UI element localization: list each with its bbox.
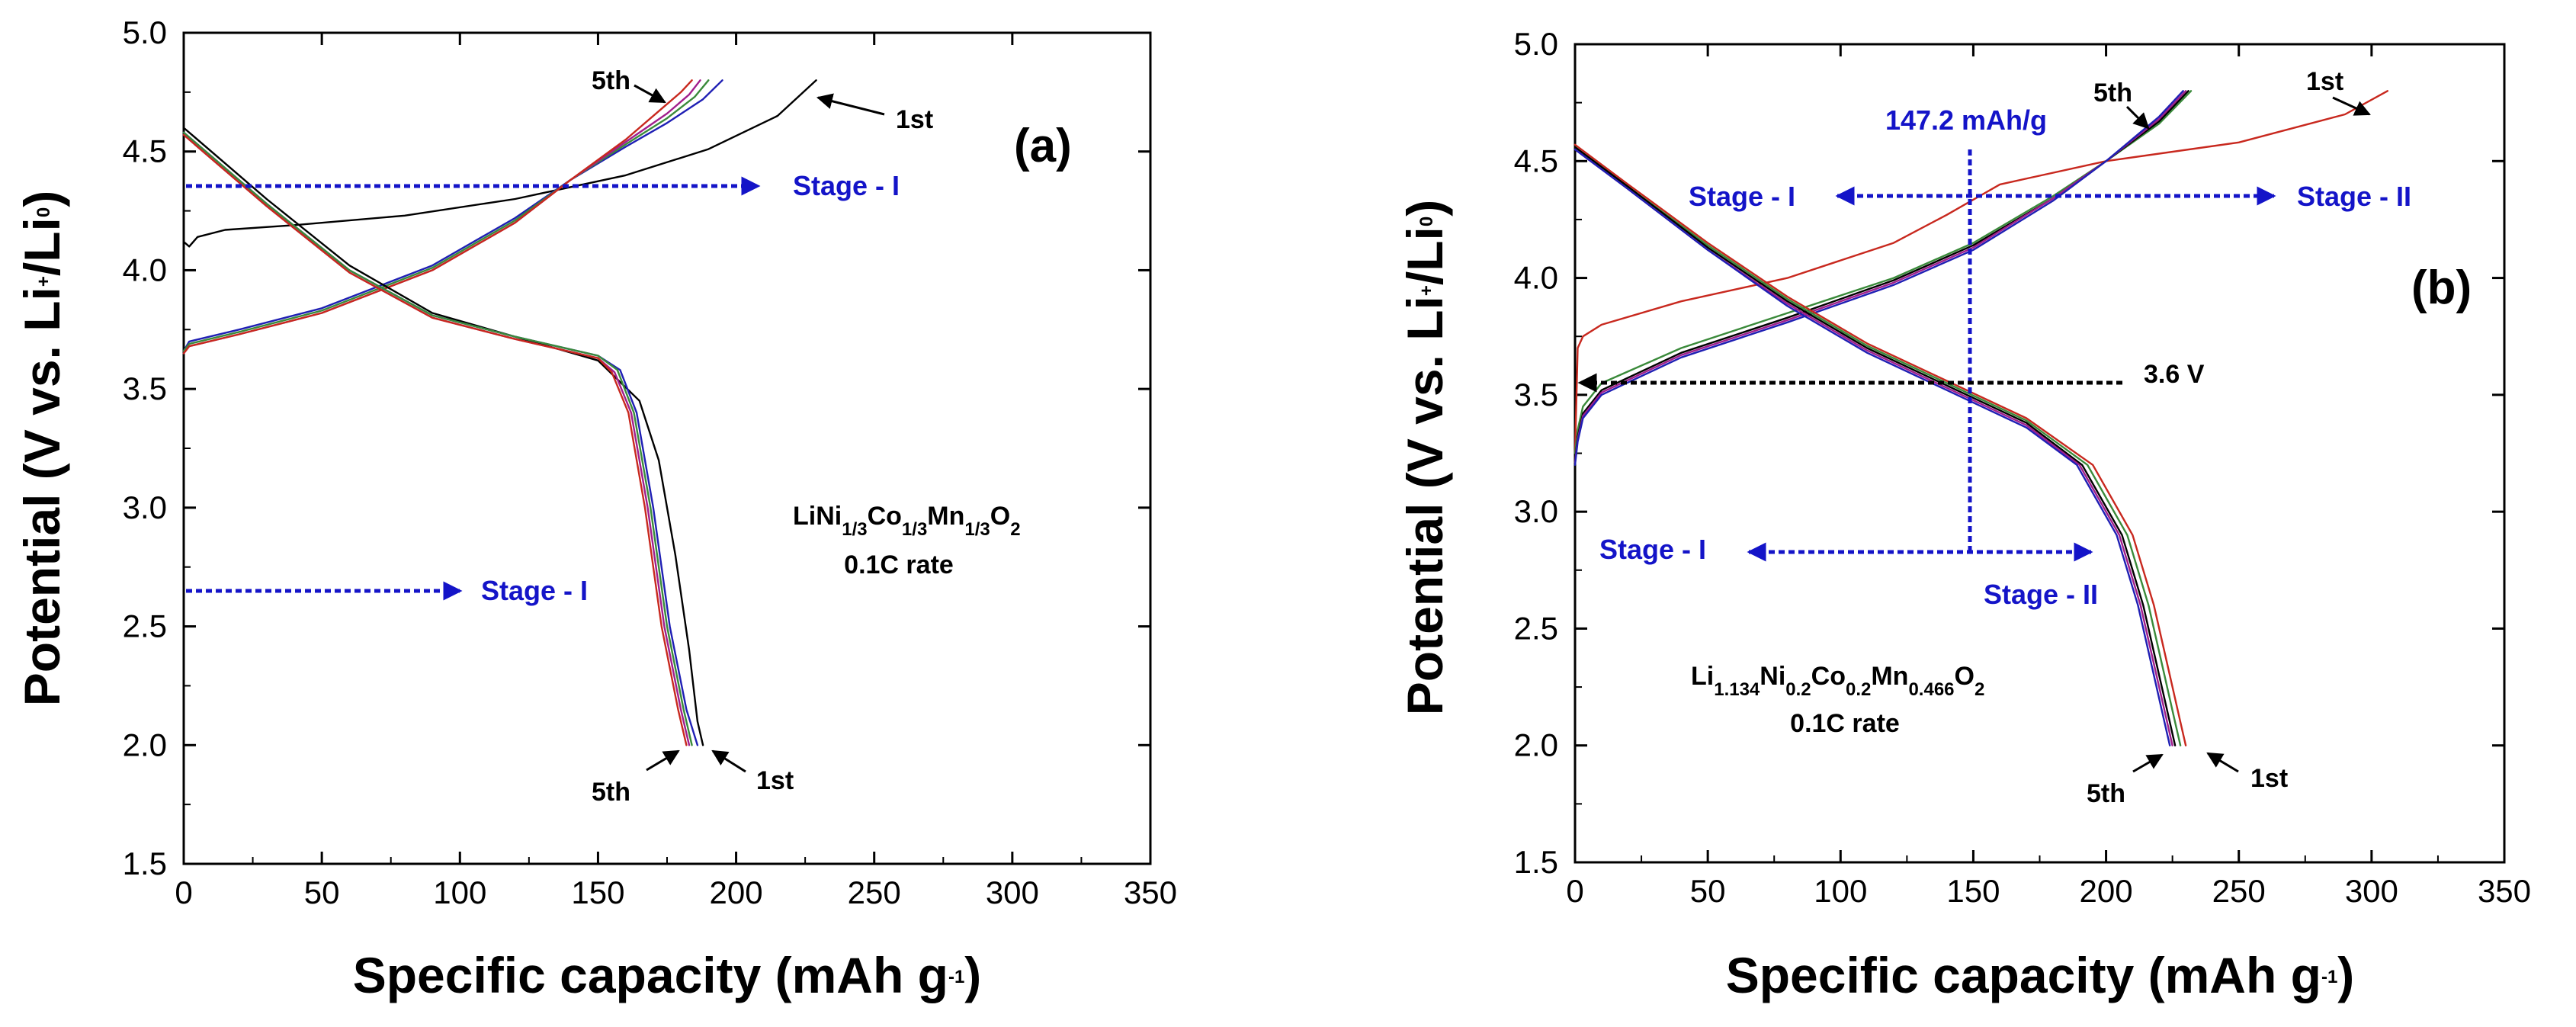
capacity-marker-label: 147.2 mAh/g xyxy=(1885,104,2047,136)
series-a-2nd-discharge xyxy=(182,131,699,746)
y-tick-label-b-6: 4.5 xyxy=(1514,143,1558,178)
series-b-5th-charge xyxy=(1574,90,2184,466)
curves-b xyxy=(1574,90,2389,746)
x-tick-label-b-4: 200 xyxy=(2080,873,2133,909)
y-tick-label-b-5: 4.0 xyxy=(1514,260,1558,296)
axis-ticks-b: 0 50 100 150 200 250 300 350 1.5 2.0 2.5 3.0 3.5 4.0 4… xyxy=(1514,26,2531,909)
x-tick-label-a-0: 0 xyxy=(175,875,192,910)
material-label-a: LiNi1/3Co1/3Mn1/3O2 xyxy=(793,502,1021,540)
y-tick-label-a-3: 3.0 xyxy=(123,489,167,525)
cycle-arrow-a-charge-1st xyxy=(816,93,885,116)
x-tick-label-b-5: 250 xyxy=(2212,873,2266,909)
y-tick-label-a-6: 4.5 xyxy=(123,133,167,169)
y-axis-title-a: Potential (V vs. Li+/Li0) xyxy=(14,191,70,706)
rate-label-a: 0.1C rate xyxy=(844,550,954,579)
panel-label-b: (b) xyxy=(2411,262,2472,314)
series-b-3rd-discharge xyxy=(1574,146,2177,746)
series-b-2nd-discharge xyxy=(1574,146,2182,746)
rate-label-b: 0.1C rate xyxy=(1790,709,1900,738)
stage-label-a-lower: Stage - I xyxy=(481,575,588,606)
series-a-5th-discharge xyxy=(182,133,688,746)
x-axis-title-b: Specific capacity (mAh g-1) xyxy=(1726,947,2355,1003)
stage-label-b-lower-right: Stage - II xyxy=(1984,579,2098,610)
series-a-4th-discharge xyxy=(182,133,691,746)
y-tick-label-a-0: 1.5 xyxy=(123,846,167,881)
x-tick-label-b-7: 350 xyxy=(2478,873,2531,909)
material-label-b: Li1.134Ni0.2Co0.2Mn0.466O2 xyxy=(1691,662,1984,700)
cycle-arrow-a-discharge-1st xyxy=(711,749,746,773)
cycle-label-b-charge-1st: 1st xyxy=(2306,67,2343,96)
x-tick-label-b-6: 300 xyxy=(2345,873,2398,909)
x-tick-label-b-1: 50 xyxy=(1690,873,1726,909)
cycle-label-a-charge-5th: 5th xyxy=(592,66,630,95)
cycle-label-b-discharge-5th: 5th xyxy=(2087,779,2125,808)
cycle-arrow-a-discharge-5th xyxy=(646,749,680,772)
plot-frame-a xyxy=(182,31,1152,865)
series-b-3rd-charge xyxy=(1574,90,2189,461)
x-tick-label-a-4: 200 xyxy=(710,875,763,910)
panel-b: 0 50 100 150 200 250 300 350 1.5 2.0 2.5 3.0 3.5 4.0 4… xyxy=(1397,26,2531,1003)
cycle-arrow-a-charge-5th xyxy=(634,84,666,104)
cycle-label-a-discharge-5th: 5th xyxy=(592,778,630,807)
x-tick-label-a-2: 100 xyxy=(433,875,486,910)
y-tick-label-a-2: 2.5 xyxy=(123,608,167,644)
stage-label-a-upper: Stage - I xyxy=(793,170,900,201)
x-tick-label-b-3: 150 xyxy=(1946,873,2000,909)
y-tick-label-a-1: 2.0 xyxy=(123,727,167,762)
series-a-1st-discharge xyxy=(182,127,704,746)
y-tick-label-b-0: 1.5 xyxy=(1514,844,1558,880)
axis-ticks-a: 0 50 100 150 200 250 300 350 1.5 2.0 2.5 3.0 3.5 4.0 4… xyxy=(123,14,1177,910)
series-b-4th-discharge xyxy=(1574,148,2173,746)
stage-label-b-upper-left: Stage - I xyxy=(1689,181,1795,212)
series-b-5th-discharge xyxy=(1574,148,2171,746)
plot-frame-b xyxy=(1574,43,2506,864)
y-tick-label-a-5: 4.0 xyxy=(123,252,167,287)
cycle-label-a-discharge-1st: 1st xyxy=(756,766,794,795)
stage-label-b-upper-right: Stage - II xyxy=(2297,181,2411,212)
y-tick-label-b-2: 2.5 xyxy=(1514,610,1558,646)
x-tick-label-b-2: 100 xyxy=(1814,873,1867,909)
y-tick-label-b-3: 3.0 xyxy=(1514,493,1558,529)
y-tick-label-b-1: 2.0 xyxy=(1514,727,1558,763)
cycle-arrow-b-discharge-5th xyxy=(2132,753,2164,773)
cycle-label-a-charge-1st: 1st xyxy=(896,105,933,134)
cycle-arrow-b-charge-1st xyxy=(2332,96,2371,116)
series-a-4th-charge xyxy=(182,79,701,355)
series-a-3rd-discharge xyxy=(182,131,693,746)
x-tick-label-a-7: 350 xyxy=(1124,875,1177,910)
series-b-2nd-charge xyxy=(1574,90,2193,454)
panel-label-a: (a) xyxy=(1014,120,1072,172)
y-tick-label-a-7: 5.0 xyxy=(123,14,167,50)
series-b-4th-charge xyxy=(1574,90,2187,464)
x-axis-title-a: Specific capacity (mAh g-1) xyxy=(353,947,982,1003)
y-tick-label-b-4: 3.5 xyxy=(1514,377,1558,412)
cycle-arrow-b-discharge-1st xyxy=(2206,752,2239,773)
curves-a xyxy=(182,79,817,746)
x-tick-label-a-3: 150 xyxy=(571,875,624,910)
cycle-label-b-discharge-1st: 1st xyxy=(2250,764,2288,793)
x-tick-label-a-1: 50 xyxy=(304,875,340,910)
series-a-2nd-charge xyxy=(182,79,723,352)
panel-a: 0 50 100 150 200 250 300 350 1.5 2.0 2.5 3.0 3.5 4.0 4… xyxy=(14,14,1177,1003)
voltage-marker-label: 3.6 V xyxy=(2144,360,2205,389)
series-b-1st-discharge xyxy=(1574,143,2187,746)
cycle-label-b-charge-5th: 5th xyxy=(2093,79,2132,108)
y-tick-label-b-7: 5.0 xyxy=(1514,26,1558,62)
series-b-1st-charge xyxy=(1574,90,2389,454)
x-tick-label-a-6: 300 xyxy=(986,875,1039,910)
x-tick-label-a-5: 250 xyxy=(848,875,901,910)
x-tick-label-b-0: 0 xyxy=(1566,873,1583,909)
series-a-5th-charge xyxy=(182,79,693,355)
cycle-arrow-b-charge-5th xyxy=(2125,105,2150,130)
series-a-1st-charge xyxy=(182,79,817,248)
y-tick-label-a-4: 3.5 xyxy=(123,371,167,406)
series-a-3rd-charge xyxy=(182,79,710,352)
y-axis-title-b: Potential (V vs. Li+/Li0) xyxy=(1397,200,1453,715)
stage-label-b-lower-left: Stage - I xyxy=(1599,534,1706,565)
